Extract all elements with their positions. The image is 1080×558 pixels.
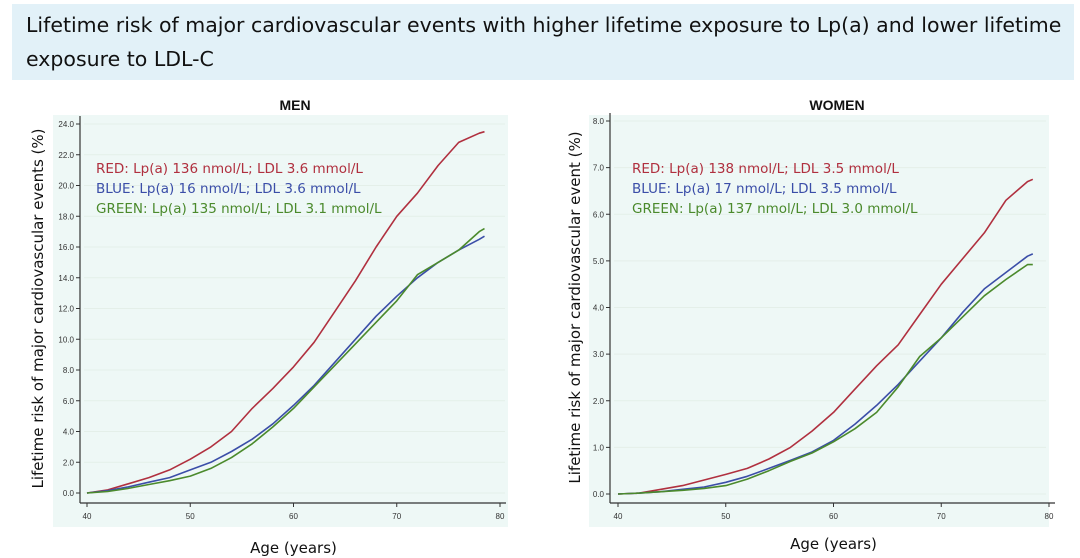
plot-background: [589, 115, 1049, 527]
series-line-green: [617, 263, 1033, 495]
y-tick-label: 22.0: [58, 151, 74, 160]
x-tick-label: 60: [289, 512, 298, 521]
y-tick-label: 0.0: [593, 490, 605, 499]
chart-title: MEN: [279, 97, 310, 113]
series-line-red: [617, 178, 1034, 495]
legend-entry-blue: BLUE: Lp(a) 17 nmol/L; LDL 3.5 mmol/L: [632, 181, 897, 197]
y-axis-label: Lifetime risk of major cardiovascular ev…: [566, 131, 584, 483]
x-tick-label: 80: [496, 512, 505, 521]
legend-entry-green: GREEN: Lp(a) 137 nmol/L; LDL 3.0 mmol/L: [632, 201, 918, 217]
x-tick-label: 70: [392, 512, 401, 521]
slide-title: Lifetime risk of major cardiovascular ev…: [26, 13, 1062, 71]
legend-entry-green: GREEN: Lp(a) 135 nmol/L; LDL 3.1 mmol/L: [96, 201, 382, 217]
men-chart: 0.0 2.0 4.0 6.0 8.0 10.0 12.0 14.0 16.0 18.0 20.0 2…: [29, 97, 508, 557]
series-line-red: [86, 130, 485, 494]
x-axis-label: Age (years): [250, 539, 337, 557]
slide-title-bar: Lifetime risk of major cardiovascular ev…: [12, 4, 1074, 80]
y-tick-label: 20.0: [58, 182, 74, 191]
y-tick-label: 1.0: [593, 443, 605, 452]
y-tick-label: 18.0: [58, 212, 74, 221]
y-tick-label: 14.0: [58, 274, 74, 283]
y-tick-label: 8.0: [593, 117, 605, 126]
y-tick-label: 0.0: [63, 489, 75, 498]
x-tick-label: 50: [721, 512, 730, 521]
y-tick-label: 6.0: [593, 210, 605, 219]
y-tick-label: 2.0: [593, 397, 605, 406]
legend-entry-red: RED: Lp(a) 136 nmol/L; LDL 3.6 mmol/L: [96, 161, 363, 177]
plot-background: [53, 115, 508, 527]
x-tick-label: 40: [614, 512, 623, 521]
legend-entry-blue: BLUE: Lp(a) 16 nmol/L; LDL 3.6 mmol/L: [96, 181, 361, 197]
legend-entry-red: RED: Lp(a) 138 nmol/L; LDL 3.5 mmol/L: [632, 161, 899, 177]
series-line-green: [86, 227, 485, 494]
y-tick-label: 10.0: [58, 335, 74, 344]
x-tick-label: 60: [829, 512, 838, 521]
y-tick-label: 8.0: [63, 366, 75, 375]
chart-title: WOMEN: [809, 97, 864, 113]
y-tick-label: 12.0: [58, 305, 74, 314]
y-axis-label: Lifetime risk of major cardiovascular ev…: [29, 128, 47, 488]
x-tick-label: 40: [83, 512, 92, 521]
y-tick-label: 5.0: [593, 257, 605, 266]
y-tick-label: 2.0: [63, 458, 75, 467]
y-tick-label: 7.0: [593, 164, 605, 173]
x-tick-label: 50: [186, 512, 195, 521]
series-line-blue: [617, 253, 1034, 495]
series-line-blue: [86, 235, 485, 494]
x-tick-label: 70: [937, 512, 946, 521]
women-chart: 0.0 1.0 2.0 3.0 4.0 5.0 6.0 7.0 8.0 40 50 60 70 80 WOM…: [566, 97, 1055, 553]
y-tick-label: 6.0: [63, 397, 75, 406]
y-tick-label: 16.0: [58, 243, 74, 252]
y-tick-label: 24.0: [58, 120, 74, 129]
x-axis-label: Age (years): [790, 535, 877, 553]
x-tick-label: 80: [1045, 512, 1054, 521]
y-tick-label: 3.0: [593, 350, 605, 359]
y-tick-label: 4.0: [593, 304, 605, 313]
y-tick-label: 4.0: [63, 428, 75, 437]
